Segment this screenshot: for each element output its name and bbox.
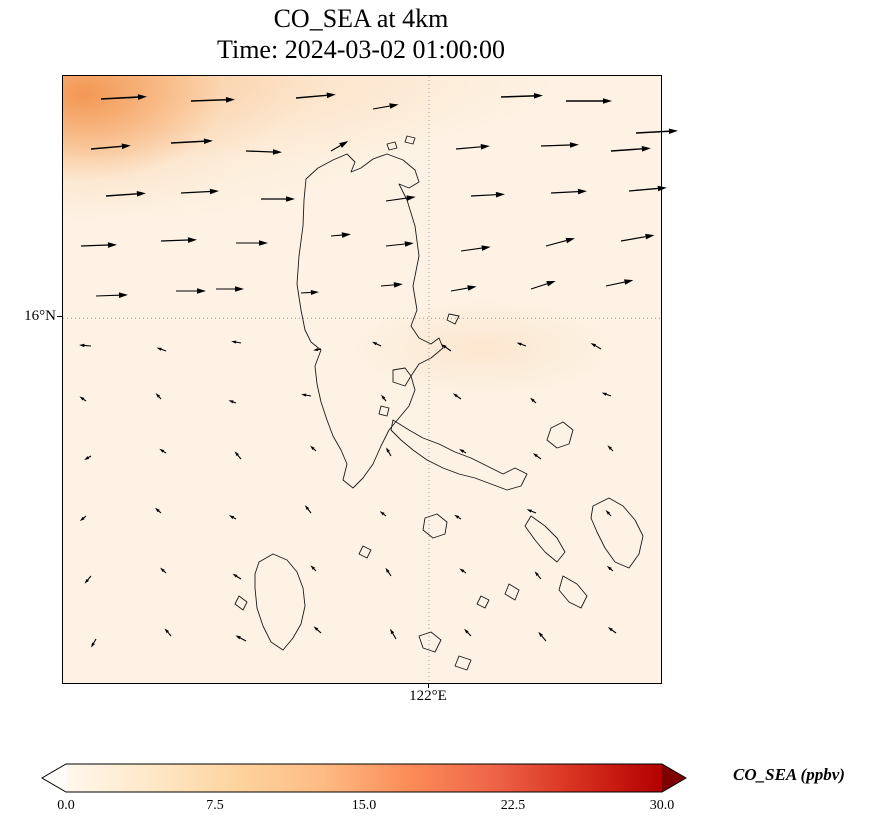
colorbar-tick-label: 22.5: [500, 798, 526, 813]
x-axis-tickmark: [428, 683, 429, 688]
map-plot-area: [62, 75, 678, 684]
title-line-2: Time: 2024-03-02 01:00:00: [217, 34, 505, 64]
colorbar-label: CO_SEA (ppbv): [733, 765, 845, 784]
colorbar-tick-label: 7.5: [206, 798, 224, 813]
colorbar-under-arrow: [42, 764, 66, 792]
title-line-1: CO_SEA at 4km: [273, 4, 449, 33]
y-axis-tickmark: [57, 316, 62, 317]
colorbar-over-arrow: [662, 764, 686, 792]
colorbar-gradient-bar: [41, 763, 687, 793]
colorbar-tick-label: 30.0: [649, 798, 675, 813]
figure-title: CO_SEA at 4km Time: 2024-03-02 01:00:00: [62, 4, 660, 65]
colorbar: 0.0 7.5 15.0 22.5 30.0: [40, 762, 688, 818]
y-axis-tick-label: 16°N: [24, 308, 56, 324]
colorbar-tick-label: 0.0: [57, 798, 75, 813]
map-canvas: [63, 76, 678, 683]
x-axis-tick-label: 122°E: [409, 688, 447, 704]
colorbar-tick-label: 15.0: [351, 798, 377, 813]
